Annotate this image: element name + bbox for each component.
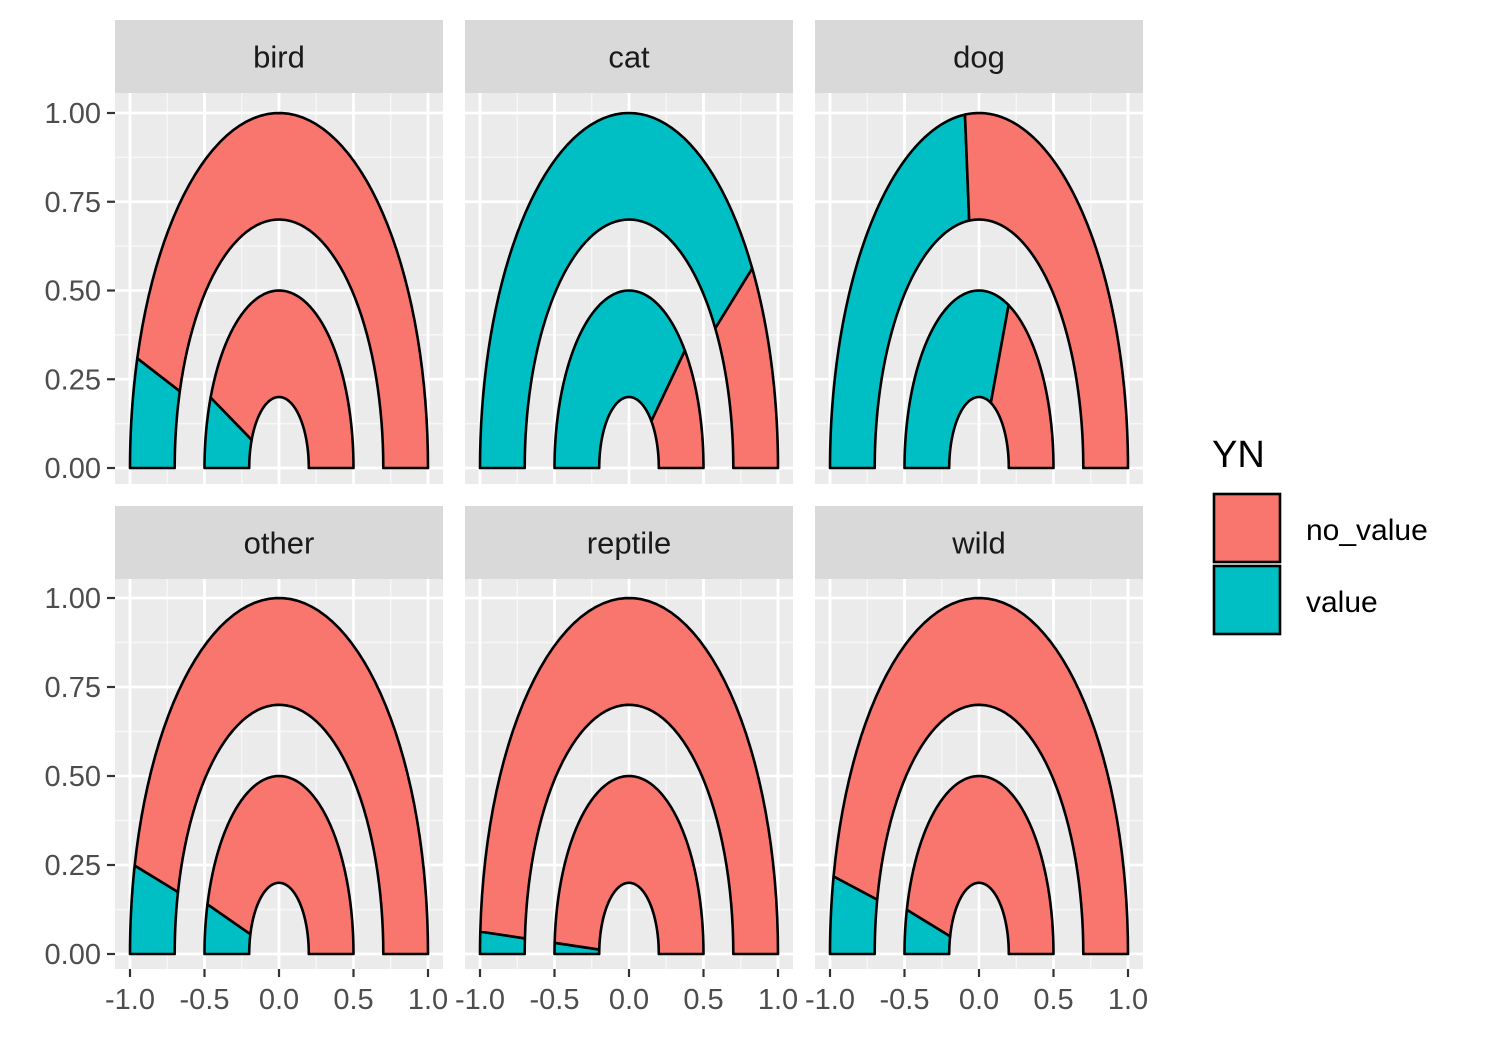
facet-cat: cat bbox=[465, 20, 793, 484]
facet-label: wild bbox=[951, 526, 1005, 561]
x-tick-label: -0.5 bbox=[180, 984, 230, 1016]
y-tick-label: 0.50 bbox=[45, 761, 101, 793]
x-tick-label: 1.0 bbox=[408, 984, 448, 1016]
outer-ring-no-value-segment bbox=[135, 111, 430, 470]
facet-label: bird bbox=[253, 40, 305, 75]
y-tick-label: 0.50 bbox=[45, 276, 101, 308]
y-tick-label: 0.75 bbox=[45, 672, 101, 704]
x-tick-label: -0.5 bbox=[880, 984, 930, 1016]
facet-strip bbox=[115, 506, 443, 579]
legend-label-no_value: no_value bbox=[1306, 514, 1428, 547]
y-tick-label: 0.00 bbox=[45, 453, 101, 485]
x-tick-label: 0.5 bbox=[333, 984, 373, 1016]
x-tick-label: 0.0 bbox=[609, 984, 649, 1016]
x-tick-label: -0.5 bbox=[530, 984, 580, 1016]
outer-ring-no-value-segment bbox=[963, 111, 1130, 470]
legend-key-value bbox=[1212, 564, 1282, 636]
facet-label: reptile bbox=[587, 526, 671, 561]
outer-ring-no-value-segment bbox=[832, 596, 1130, 956]
inner-ring-no-value-segment bbox=[650, 349, 705, 470]
facet-bird: bird 0.00 0.25 0.50 0.75 1.00 bbox=[45, 20, 443, 485]
legend-label-value: value bbox=[1306, 586, 1378, 619]
inner-ring-no-value-segment bbox=[989, 303, 1055, 470]
outer-ring-no-value-segment bbox=[133, 596, 430, 956]
outer-ring-no-value-segment bbox=[478, 596, 780, 956]
facet-dog: dog bbox=[815, 20, 1143, 484]
y-tick-label: 0.00 bbox=[45, 939, 101, 971]
x-tick-label: 0.0 bbox=[259, 984, 299, 1016]
legend-key-no_value bbox=[1212, 492, 1282, 564]
facet-strip bbox=[465, 20, 793, 93]
facet-strip bbox=[815, 20, 1143, 93]
facet-panels: bird 0.00 0.25 0.50 0.75 1.00 cat dog other 0.00 0… bbox=[45, 20, 1148, 1016]
facet-wild: wild -1.0 -0.5 0.0 0.5 1.0 bbox=[805, 506, 1148, 1016]
inner-ring-no-value-segment bbox=[553, 774, 705, 956]
facet-label: other bbox=[244, 526, 315, 561]
x-tick-label: 1.0 bbox=[758, 984, 798, 1016]
facet-label: cat bbox=[608, 40, 650, 75]
x-tick-label: 1.0 bbox=[1108, 984, 1148, 1016]
facet-label: dog bbox=[953, 40, 1005, 75]
x-tick-label: -1.0 bbox=[455, 984, 505, 1016]
y-tick-label: 0.75 bbox=[45, 187, 101, 219]
x-tick-label: 0.5 bbox=[1033, 984, 1073, 1016]
y-tick-label: 0.25 bbox=[45, 364, 101, 396]
y-tick-label: 1.00 bbox=[45, 98, 101, 130]
facet-strip bbox=[815, 506, 1143, 579]
facet-strip bbox=[465, 506, 793, 579]
outer-ring-no-value-segment bbox=[713, 267, 780, 470]
facet-strip bbox=[115, 20, 443, 93]
x-tick-label: -1.0 bbox=[105, 984, 155, 1016]
x-tick-label: 0.5 bbox=[683, 984, 723, 1016]
legend-title: YN bbox=[1212, 434, 1265, 476]
inner-ring-no-value-segment bbox=[209, 289, 355, 470]
y-tick-label: 1.00 bbox=[45, 583, 101, 615]
y-tick-label: 0.25 bbox=[45, 850, 101, 882]
inner-ring-no-value-segment bbox=[206, 774, 355, 956]
facet-reptile: reptile -1.0 -0.5 0.0 0.5 1.0 bbox=[455, 506, 798, 1016]
inner-ring-no-value-segment bbox=[905, 774, 1055, 956]
facet-other: other 0.00 0.25 0.50 0.75 1.00 -1.0 -0.5 0.0 0.5 1… bbox=[45, 506, 448, 1016]
x-tick-label: 0.0 bbox=[959, 984, 999, 1016]
x-tick-label: -1.0 bbox=[805, 984, 855, 1016]
